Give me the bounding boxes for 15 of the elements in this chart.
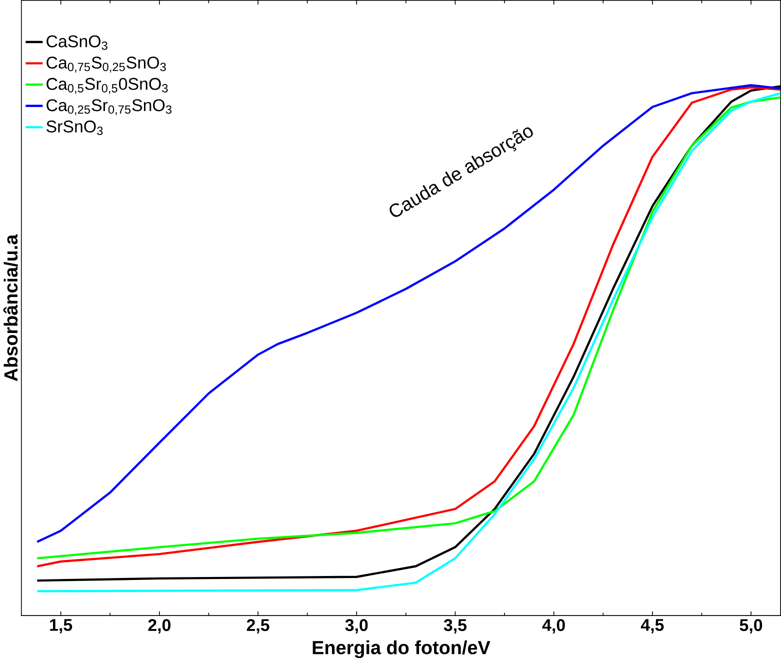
legend-label: Ca$_{0,25}$Sr$_{0,75}$SnO$_{3}$ (46, 99, 172, 115)
legend-label: SrSnO$_{3}$ (46, 120, 103, 135)
y-axis-title: Absorbância/u.a (3, 234, 18, 381)
x-tick-label: 1,5 (50, 618, 72, 634)
legend-label: Ca$_{0,5}$Sr$_{0,5}$0SnO$_{3}$ (46, 78, 168, 94)
x-tick-label: 2,0 (148, 618, 170, 634)
x-tick-label: 4,5 (640, 618, 664, 634)
x-tick-label: 4,0 (542, 618, 565, 634)
x-tick-label: 3,0 (345, 618, 368, 634)
x-tick-label: 5,0 (740, 618, 762, 634)
legend-label: Ca$_{0,75}$S$_{0,25}$SnO$_{3}$ (46, 56, 166, 72)
legend-label: CaSnO$_{3}$ (46, 35, 108, 50)
x-tick-label: 2,5 (246, 618, 270, 634)
x-axis-title: Energia do foton/eV (312, 640, 490, 658)
x-tick-label: 3,5 (444, 618, 467, 634)
